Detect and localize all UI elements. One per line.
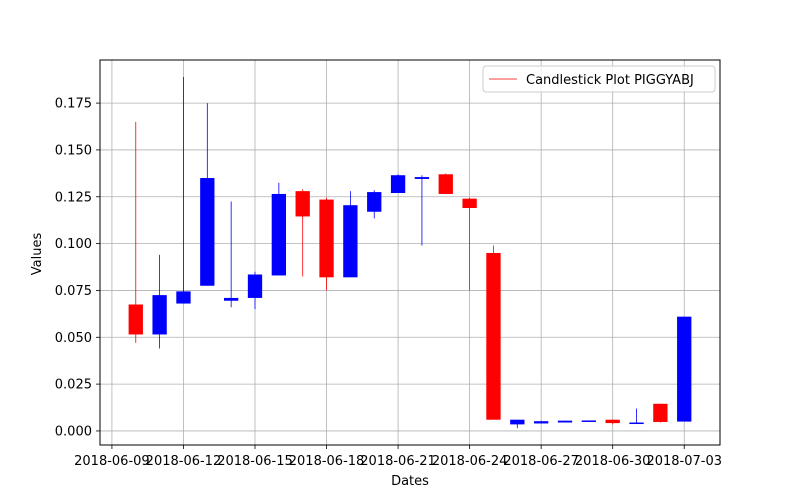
candle-body xyxy=(128,304,143,335)
candle xyxy=(200,103,215,286)
candle-body xyxy=(438,174,453,194)
candle-body xyxy=(247,274,263,298)
x-tick-label: 2018-06-30 xyxy=(575,454,651,469)
candle-body xyxy=(462,198,477,209)
candle-body xyxy=(534,421,549,424)
x-tick-label: 2018-06-12 xyxy=(146,454,222,469)
y-tick-label: 0.150 xyxy=(55,143,92,158)
candle-body xyxy=(486,252,501,420)
candle-body xyxy=(677,316,692,422)
candle-body xyxy=(414,177,430,179)
y-tick-label: 0.075 xyxy=(55,284,92,299)
x-tick-label: 2018-06-21 xyxy=(360,454,436,469)
candle-body xyxy=(557,420,573,423)
candle-body xyxy=(271,193,286,276)
candle xyxy=(629,408,644,425)
candle-body xyxy=(367,192,382,212)
y-axis-label: Values xyxy=(30,233,45,276)
candle-body xyxy=(295,191,310,217)
candle-body xyxy=(176,291,191,304)
candle-body xyxy=(343,205,358,278)
grid xyxy=(100,60,720,445)
candles xyxy=(128,76,692,429)
x-tick-label: 2018-06-09 xyxy=(74,454,150,469)
candle xyxy=(677,316,692,422)
y-axis-ticks: 0.000 0.025 0.050 0.075 0.100 0.125 0.150 0.175 xyxy=(55,97,100,439)
candle-body xyxy=(390,175,406,194)
candle xyxy=(271,182,286,276)
candle xyxy=(390,174,406,194)
y-tick-label: 0.125 xyxy=(55,190,92,205)
legend: Candlestick Plot PIGGYABJ xyxy=(482,65,716,93)
candle xyxy=(367,190,382,219)
candle xyxy=(319,197,334,291)
legend-box xyxy=(482,65,716,93)
candle-body xyxy=(152,295,167,335)
candle xyxy=(176,76,191,304)
x-tick-label: 2018-06-27 xyxy=(503,454,579,469)
candle xyxy=(438,173,453,194)
x-axis-label: Dates xyxy=(391,474,429,489)
candle xyxy=(605,419,620,425)
x-tick-label: 2018-06-24 xyxy=(432,454,508,469)
candle-body xyxy=(629,422,644,425)
plot-frame xyxy=(99,59,721,446)
candle-body xyxy=(653,403,668,422)
x-axis-ticks: 2018-06-092018-06-122018-06-152018-06-18… xyxy=(74,445,722,469)
candle-body xyxy=(224,297,239,301)
candle xyxy=(486,245,501,420)
candle-body xyxy=(319,199,334,278)
x-tick-label: 2018-07-03 xyxy=(646,454,722,469)
y-tick-label: 0.050 xyxy=(55,331,92,346)
candle xyxy=(557,420,573,423)
candle xyxy=(128,121,143,343)
candle xyxy=(295,189,310,277)
candle xyxy=(224,201,239,308)
candle xyxy=(510,419,525,429)
x-tick-label: 2018-06-15 xyxy=(217,454,293,469)
x-tick-label: 2018-06-18 xyxy=(289,454,365,469)
candle xyxy=(462,197,477,291)
candle xyxy=(414,175,430,246)
candle xyxy=(247,271,263,310)
candle-body xyxy=(581,420,596,422)
y-tick-label: 0.000 xyxy=(55,424,92,439)
candle xyxy=(152,254,167,349)
candle-body xyxy=(510,419,525,425)
y-tick-label: 0.100 xyxy=(55,237,92,252)
candle-body xyxy=(605,419,620,424)
candle xyxy=(653,403,668,423)
candle xyxy=(581,420,596,422)
candle xyxy=(343,191,358,278)
candle-body xyxy=(200,178,215,286)
y-tick-label: 0.175 xyxy=(55,97,92,112)
legend-label: Candlestick Plot PIGGYABJ xyxy=(526,73,694,88)
candle xyxy=(534,420,549,424)
y-tick-label: 0.025 xyxy=(55,378,92,393)
